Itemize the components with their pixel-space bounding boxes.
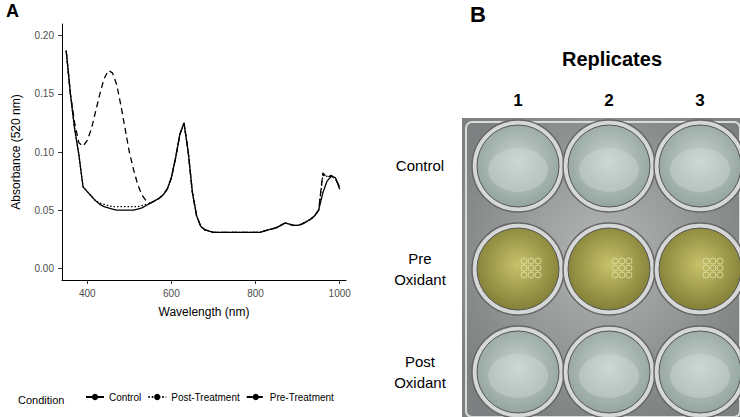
svg-text:0.20: 0.20 xyxy=(35,30,55,41)
svg-text:Wavelength (nm): Wavelength (nm) xyxy=(159,305,250,319)
svg-text:Absorbance (520 nm): Absorbance (520 nm) xyxy=(9,94,23,209)
svg-text:600: 600 xyxy=(163,288,180,299)
svg-text:Condition: Condition xyxy=(18,394,64,406)
svg-text:0.10: 0.10 xyxy=(35,147,55,158)
svg-text:1: 1 xyxy=(513,91,522,110)
svg-text:3: 3 xyxy=(695,91,704,110)
svg-text:A: A xyxy=(6,1,19,21)
svg-text:Post: Post xyxy=(405,353,436,370)
svg-text:0.15: 0.15 xyxy=(35,88,55,99)
svg-text:400: 400 xyxy=(79,288,96,299)
svg-text:Oxidant: Oxidant xyxy=(394,374,447,391)
svg-text:1000: 1000 xyxy=(329,288,352,299)
svg-text:2: 2 xyxy=(604,91,613,110)
svg-text:800: 800 xyxy=(247,288,264,299)
svg-text:0.05: 0.05 xyxy=(35,205,55,216)
svg-text:Replicates: Replicates xyxy=(562,48,662,70)
svg-text:Control: Control xyxy=(396,157,444,174)
svg-text:Pre: Pre xyxy=(408,250,431,267)
svg-text:Control: Control xyxy=(109,392,141,403)
svg-text:Pre-Treatment: Pre-Treatment xyxy=(270,392,334,403)
svg-text:Post-Treatment: Post-Treatment xyxy=(171,392,240,403)
svg-text:Oxidant: Oxidant xyxy=(394,271,447,288)
svg-text:0.00: 0.00 xyxy=(35,263,55,274)
svg-text:B: B xyxy=(470,2,486,27)
